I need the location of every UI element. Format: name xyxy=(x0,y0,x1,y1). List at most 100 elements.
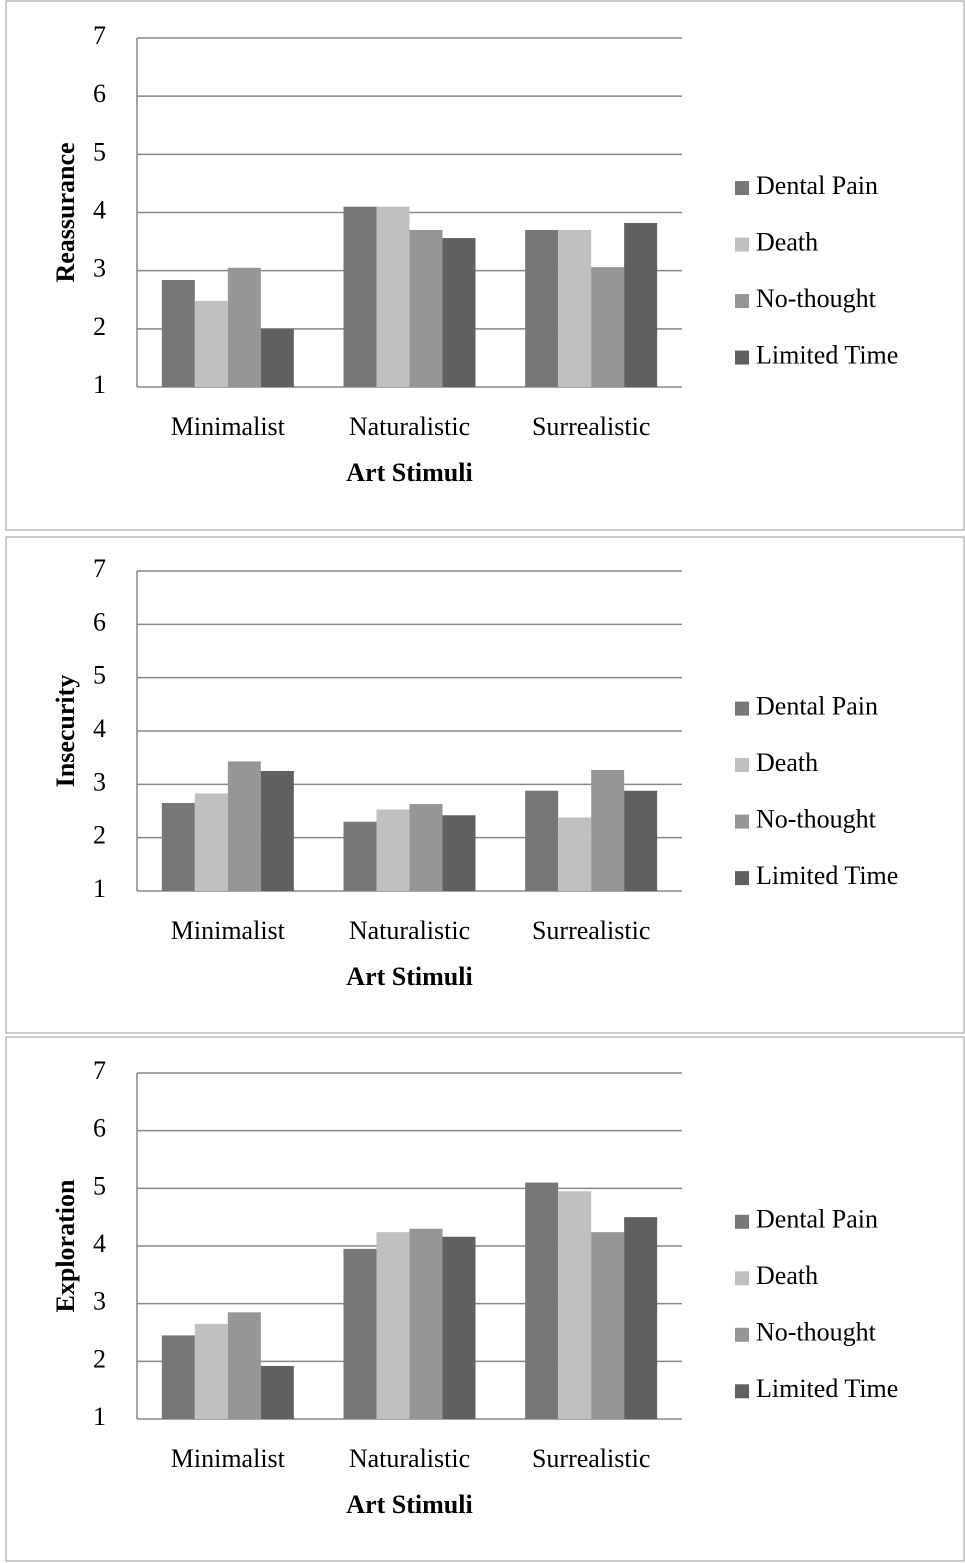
y-axis-label: Reassurance xyxy=(51,142,80,282)
x-tick-label: Naturalistic xyxy=(349,916,470,945)
bar xyxy=(525,790,559,891)
y-tick-label: 7 xyxy=(93,21,106,50)
x-tick-label: Surrealistic xyxy=(532,1444,650,1473)
y-tick-label: 4 xyxy=(93,195,106,224)
legend-swatch xyxy=(735,701,749,716)
bar xyxy=(591,267,625,387)
y-tick-label: 6 xyxy=(93,1114,106,1143)
y-tick-label: 1 xyxy=(93,370,106,399)
legend-swatch xyxy=(735,181,749,196)
bar xyxy=(442,1236,476,1419)
legend-label: Limited Time xyxy=(756,341,898,370)
y-tick-label: 6 xyxy=(93,607,106,636)
bar xyxy=(624,790,658,891)
bar xyxy=(343,206,377,387)
bar xyxy=(260,328,294,387)
bar xyxy=(525,1182,559,1419)
y-tick-label: 3 xyxy=(93,254,106,283)
bar xyxy=(525,229,559,387)
legend-swatch xyxy=(735,1271,749,1286)
x-axis-label: Art Stimuli xyxy=(346,1490,472,1519)
bar xyxy=(227,1312,261,1419)
bar xyxy=(591,769,625,891)
legend-label: No-thought xyxy=(756,1318,877,1347)
bar xyxy=(194,300,228,387)
bar xyxy=(227,761,261,891)
y-tick-label: 1 xyxy=(93,1402,106,1431)
legend-label: No-thought xyxy=(756,284,877,313)
bar xyxy=(161,803,195,891)
y-axis-label: Insecurity xyxy=(51,675,80,788)
x-tick-label: Naturalistic xyxy=(349,412,470,441)
x-tick-label: Minimalist xyxy=(171,916,286,945)
y-tick-label: 4 xyxy=(93,1229,106,1258)
y-tick-label: 3 xyxy=(93,1287,106,1316)
legend-swatch xyxy=(735,1384,749,1399)
bar xyxy=(409,804,443,891)
bar xyxy=(409,229,443,387)
legend-label: Limited Time xyxy=(756,861,898,890)
y-tick-label: 6 xyxy=(93,79,106,108)
legend-label: Dental Pain xyxy=(756,171,878,200)
legend-label: Death xyxy=(756,228,818,257)
legend-swatch xyxy=(735,237,749,252)
legend-swatch xyxy=(735,814,749,829)
x-axis-label: Art Stimuli xyxy=(346,962,472,991)
x-tick-label: Minimalist xyxy=(171,412,286,441)
legend-swatch xyxy=(735,1214,749,1229)
bar xyxy=(624,222,658,387)
legend-label: No-thought xyxy=(756,805,877,834)
legend-swatch xyxy=(735,758,749,773)
bar xyxy=(194,793,228,891)
bar xyxy=(376,809,410,891)
y-tick-label: 2 xyxy=(93,821,106,850)
legend-label: Limited Time xyxy=(756,1374,898,1403)
bar xyxy=(558,1191,592,1419)
panel-border xyxy=(5,0,965,531)
panel-border xyxy=(5,1036,965,1562)
legend-swatch xyxy=(735,294,749,309)
bar xyxy=(624,1217,658,1419)
bar xyxy=(260,1365,294,1419)
y-tick-label: 3 xyxy=(93,767,106,796)
x-tick-label: Minimalist xyxy=(171,1444,286,1473)
x-axis-label: Art Stimuli xyxy=(346,458,472,487)
bar xyxy=(558,817,592,891)
legend-swatch xyxy=(735,350,749,365)
legend-swatch xyxy=(735,1327,749,1342)
bar xyxy=(591,1232,625,1419)
bar xyxy=(376,206,410,387)
x-tick-label: Surrealistic xyxy=(532,916,650,945)
bar xyxy=(260,771,294,891)
bar xyxy=(442,815,476,891)
bar xyxy=(558,229,592,387)
y-tick-label: 4 xyxy=(93,714,106,743)
y-tick-label: 7 xyxy=(93,554,106,583)
bar xyxy=(376,1232,410,1419)
legend-label: Dental Pain xyxy=(756,1205,878,1234)
y-tick-label: 5 xyxy=(93,661,106,690)
y-tick-label: 2 xyxy=(93,312,106,341)
bar xyxy=(161,279,195,387)
bar xyxy=(194,1323,228,1419)
y-tick-label: 5 xyxy=(93,1171,106,1200)
bar xyxy=(442,238,476,387)
legend-label: Death xyxy=(756,748,818,777)
x-tick-label: Surrealistic xyxy=(532,412,650,441)
y-tick-label: 2 xyxy=(93,1344,106,1373)
bar xyxy=(409,1228,443,1419)
x-tick-label: Naturalistic xyxy=(349,1444,470,1473)
panel-border xyxy=(5,536,965,1034)
bar xyxy=(343,821,377,891)
bar xyxy=(227,267,261,387)
y-tick-label: 1 xyxy=(93,874,106,903)
legend-label: Death xyxy=(756,1261,818,1290)
y-tick-label: 7 xyxy=(93,1056,106,1085)
legend-label: Dental Pain xyxy=(756,692,878,721)
y-axis-label: Exploration xyxy=(51,1179,80,1312)
bar xyxy=(343,1248,377,1419)
legend-swatch xyxy=(735,871,749,886)
bar xyxy=(161,1335,195,1419)
y-tick-label: 5 xyxy=(93,137,106,166)
